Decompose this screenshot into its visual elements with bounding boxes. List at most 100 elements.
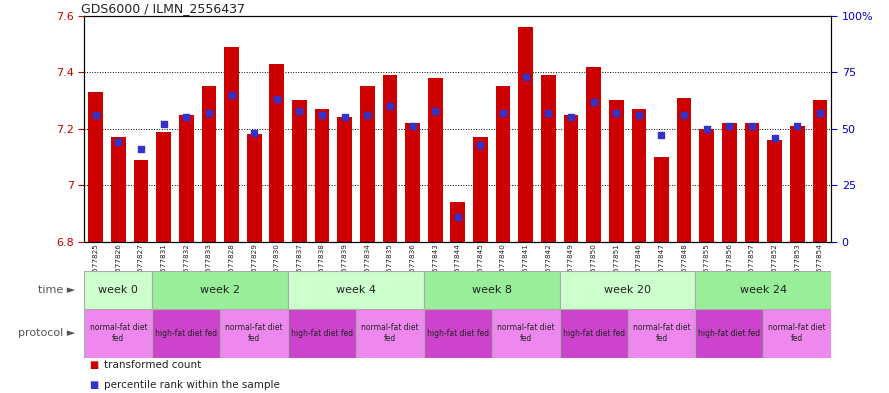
Bar: [356, 309, 424, 358]
Text: week 0: week 0: [99, 285, 139, 295]
Bar: [745, 123, 759, 242]
Bar: [564, 115, 579, 242]
Bar: [496, 86, 510, 242]
Point: [428, 107, 443, 114]
Bar: [405, 123, 420, 242]
Bar: [360, 86, 374, 242]
Point: [632, 112, 646, 118]
Text: GDS6000 / ILMN_2556437: GDS6000 / ILMN_2556437: [81, 2, 244, 15]
Bar: [269, 64, 284, 242]
Point: [609, 110, 623, 116]
Point: [202, 110, 216, 116]
Point: [292, 107, 307, 114]
Point: [518, 73, 533, 80]
Bar: [677, 97, 692, 242]
Bar: [586, 66, 601, 242]
Text: normal-fat diet
fed: normal-fat diet fed: [90, 323, 148, 343]
Point: [496, 110, 510, 116]
Point: [722, 123, 736, 130]
Text: high-fat diet fed: high-fat diet fed: [563, 329, 625, 338]
Bar: [315, 109, 330, 242]
Point: [269, 96, 284, 103]
Bar: [428, 78, 443, 242]
Text: week 4: week 4: [336, 285, 376, 295]
Bar: [609, 101, 623, 242]
Point: [383, 103, 397, 109]
Text: percentile rank within the sample: percentile rank within the sample: [104, 380, 280, 390]
Bar: [292, 101, 307, 242]
Point: [180, 114, 194, 121]
Text: normal-fat diet
fed: normal-fat diet fed: [633, 323, 691, 343]
Text: ■: ■: [89, 380, 98, 390]
Point: [473, 141, 487, 148]
Text: week 24: week 24: [740, 285, 787, 295]
Text: high-fat diet fed: high-fat diet fed: [427, 329, 489, 338]
Bar: [695, 271, 831, 309]
Bar: [88, 92, 103, 242]
Bar: [767, 140, 782, 242]
Point: [89, 112, 103, 118]
Point: [338, 114, 352, 121]
Text: normal-fat diet
fed: normal-fat diet fed: [768, 323, 826, 343]
Bar: [518, 27, 533, 242]
Point: [745, 123, 759, 130]
Text: high-fat diet fed: high-fat diet fed: [156, 329, 217, 338]
Bar: [111, 137, 125, 242]
Text: high-fat diet fed: high-fat diet fed: [699, 329, 760, 338]
Text: normal-fat diet
fed: normal-fat diet fed: [225, 323, 283, 343]
Point: [224, 92, 238, 98]
Bar: [473, 137, 488, 242]
Point: [564, 114, 578, 121]
Point: [813, 110, 827, 116]
Point: [451, 214, 465, 220]
Text: protocol ►: protocol ►: [19, 328, 76, 338]
Point: [360, 112, 374, 118]
Bar: [631, 109, 646, 242]
Text: week 8: week 8: [472, 285, 512, 295]
Point: [700, 125, 714, 132]
Point: [111, 139, 125, 145]
Bar: [790, 126, 805, 242]
Bar: [424, 309, 492, 358]
Bar: [156, 132, 171, 242]
Bar: [224, 47, 239, 242]
Text: normal-fat diet
fed: normal-fat diet fed: [497, 323, 555, 343]
Bar: [288, 309, 356, 358]
Bar: [764, 309, 831, 358]
Bar: [695, 309, 764, 358]
Bar: [179, 115, 194, 242]
Bar: [654, 157, 669, 242]
Bar: [722, 123, 737, 242]
Point: [767, 134, 781, 141]
Bar: [247, 134, 261, 242]
Point: [790, 123, 805, 130]
Bar: [560, 309, 628, 358]
Point: [587, 98, 601, 105]
Bar: [133, 160, 148, 242]
Point: [247, 130, 261, 136]
Text: week 20: week 20: [604, 285, 651, 295]
Point: [654, 132, 669, 139]
Bar: [288, 271, 424, 309]
Bar: [813, 101, 828, 242]
Bar: [700, 129, 714, 242]
Bar: [541, 75, 556, 242]
Point: [315, 112, 329, 118]
Bar: [152, 309, 220, 358]
Text: transformed count: transformed count: [104, 360, 201, 371]
Text: ■: ■: [89, 360, 98, 371]
Point: [541, 110, 556, 116]
Bar: [202, 86, 216, 242]
Bar: [560, 271, 695, 309]
Bar: [220, 309, 288, 358]
Text: time ►: time ►: [38, 285, 76, 295]
Bar: [84, 271, 152, 309]
Bar: [492, 309, 560, 358]
Point: [134, 146, 148, 152]
Bar: [337, 118, 352, 242]
Bar: [424, 271, 560, 309]
Text: high-fat diet fed: high-fat diet fed: [291, 329, 353, 338]
Bar: [382, 75, 397, 242]
Point: [677, 112, 692, 118]
Text: week 2: week 2: [200, 285, 240, 295]
